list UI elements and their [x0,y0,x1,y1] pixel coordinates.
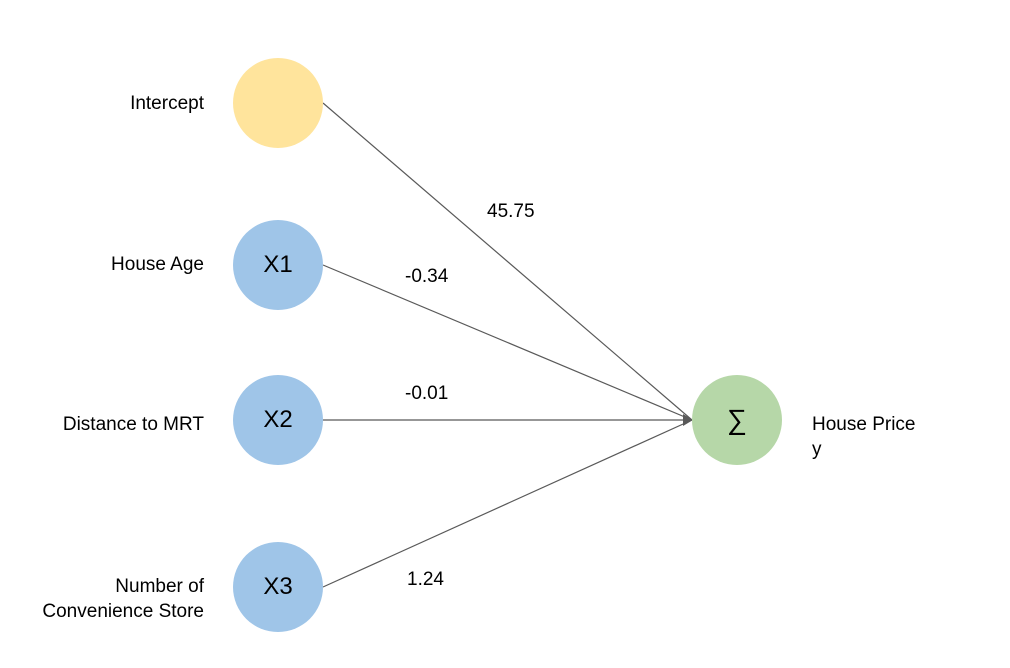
intercept-node [233,58,323,148]
intercept-label: Intercept [130,93,204,114]
convenience-store-label-line2: Convenience Store [42,601,204,622]
edge-x3 [322,419,693,588]
convenience-store-label-line1: Number of [115,576,204,597]
x3-node [233,542,323,632]
edge-x1 [322,264,693,421]
edge-intercept [322,102,693,421]
weight-x3: 1.24 [407,569,444,590]
weight-intercept: 45.75 [487,201,535,222]
output-label-line1: House Price [812,414,916,435]
weight-x1: -0.34 [405,266,449,287]
distance-to-mrt-label: Distance to MRT [62,414,204,435]
output-label-line2: y [812,439,822,460]
x1-node [233,220,323,310]
sum-node [692,375,782,465]
house-age-label: House Age [111,254,204,275]
x2-node [233,375,323,465]
weight-x2: -0.01 [405,383,449,404]
